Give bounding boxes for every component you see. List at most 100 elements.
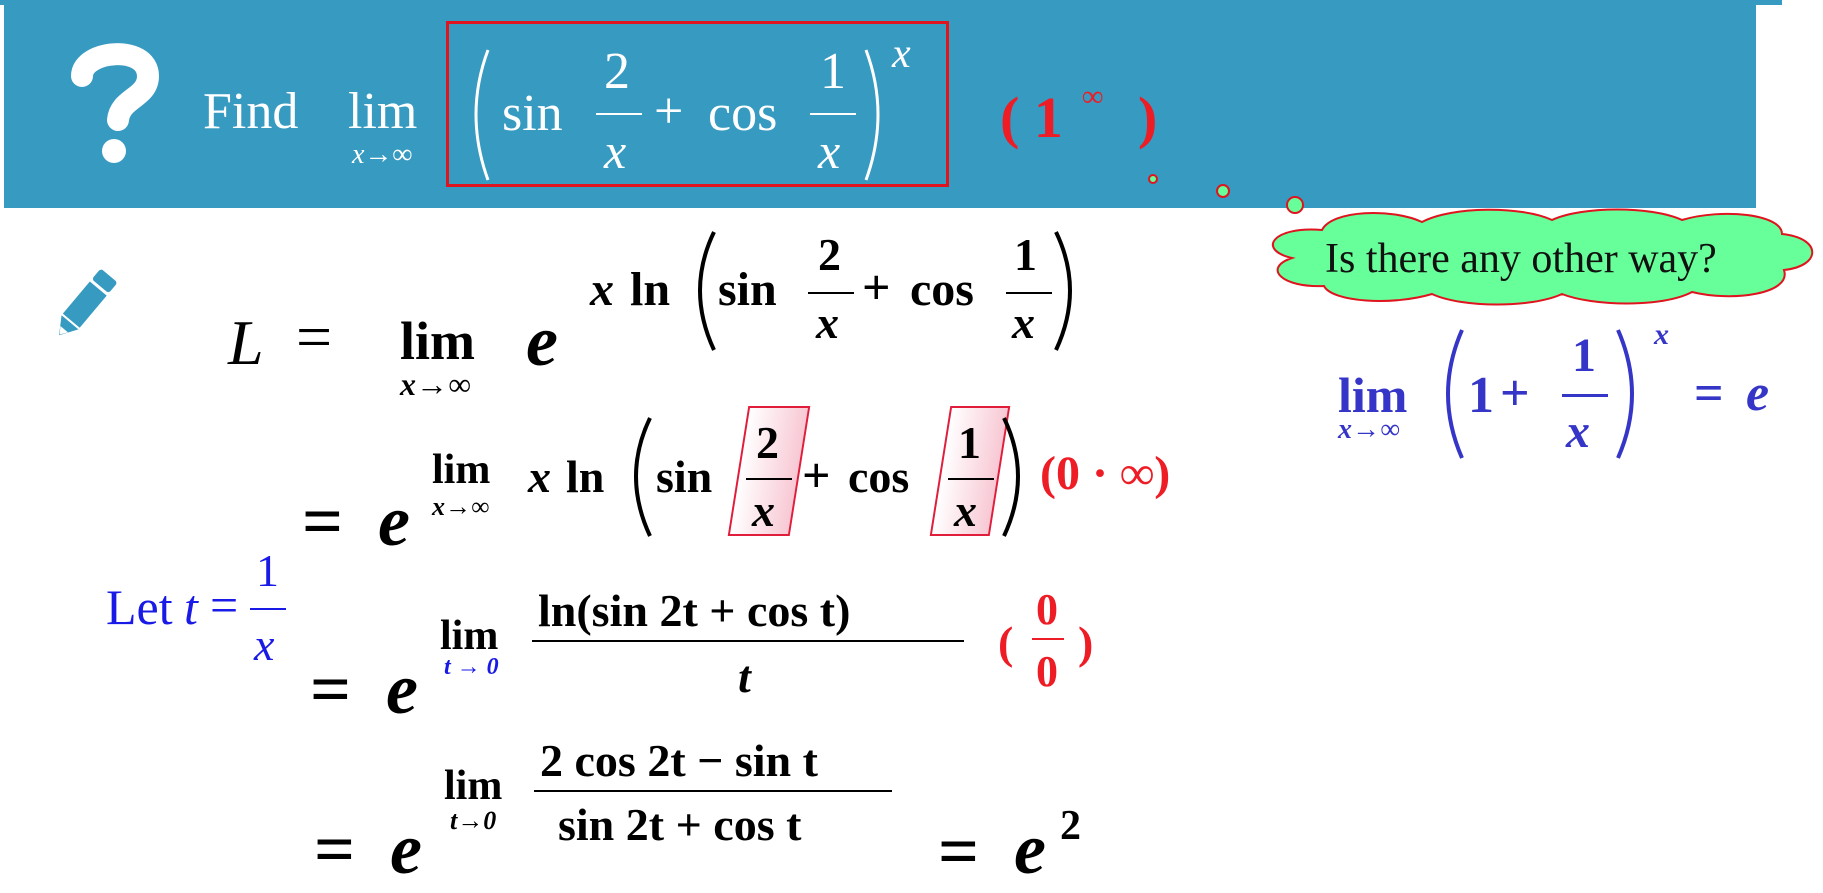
step2-sin: sin	[656, 451, 713, 502]
step1-frac1-line	[808, 292, 854, 294]
known-limit-frac-num: 1	[1572, 329, 1596, 382]
thought-cloud	[1271, 208, 1814, 306]
step2-cos: cos	[848, 451, 910, 502]
step1-lim: lim	[400, 311, 475, 371]
step3-denominator: t	[738, 651, 751, 702]
sub-let: Let	[106, 579, 173, 635]
step4-numerator: 2 cos 2t − sin t	[540, 735, 818, 786]
step1-frac1-den: x	[816, 297, 839, 348]
step3-indeterminate-open: (	[998, 617, 1014, 668]
header-indeterminate-close: )	[1138, 85, 1158, 150]
step3-lim: lim	[440, 613, 499, 659]
step2-left-paren	[634, 417, 652, 537]
header-frac1-line	[596, 113, 642, 115]
step3-equals: =	[310, 649, 352, 729]
thought-bubble-small	[1148, 174, 1158, 184]
known-limit-equals: =	[1694, 365, 1724, 422]
step2-frac2-den: x	[954, 485, 977, 536]
header-cos: cos	[708, 85, 778, 142]
header-frac1-den: x	[604, 123, 627, 179]
pencil-icon	[59, 269, 117, 336]
known-limit-one: 1	[1468, 367, 1494, 424]
header-lim-subscript: x→∞	[352, 139, 413, 170]
step4-lim: lim	[444, 763, 503, 809]
step2-equals: =	[302, 481, 344, 561]
header-indeterminate-sup: ∞	[1082, 80, 1104, 113]
thought-bubble-large	[1286, 196, 1304, 214]
step2-indeterminate: (0 · ∞)	[1040, 447, 1171, 500]
known-limit-exponent: x	[1654, 318, 1669, 351]
step1-frac2-den: x	[1012, 297, 1035, 348]
step2-ln: ln	[566, 451, 605, 502]
step4-equals: =	[314, 809, 356, 889]
known-limit-lim-subscript: x→∞	[1338, 414, 1400, 445]
step2-frac2-line	[948, 478, 994, 480]
step2-lim: lim	[432, 447, 491, 493]
header-frac2-line	[810, 113, 856, 115]
cloud-text: Is there any other way?	[1325, 236, 1717, 282]
step3-indeterminate-num: 0	[1036, 585, 1058, 634]
step2-frac1-num: 2	[756, 417, 779, 468]
step1-e: e	[526, 301, 558, 381]
known-limit-left-paren	[1446, 329, 1464, 459]
step4-frac-line	[534, 790, 892, 792]
step1-exp-x: x	[590, 263, 614, 316]
header-indeterminate: ( 1	[1000, 85, 1063, 150]
step1-left-paren	[698, 231, 716, 351]
header-frac2-num: 1	[820, 43, 846, 100]
step4-lim-subscript: t→0	[450, 806, 497, 835]
step1-frac1-num: 2	[818, 229, 841, 280]
step1-L: L	[228, 307, 264, 378]
step2-frac2-num: 1	[958, 417, 981, 468]
step1-ln: ln	[630, 263, 671, 316]
header-frac1-num: 2	[604, 43, 630, 100]
step1-right-paren	[1054, 231, 1072, 351]
header-plus: +	[654, 83, 684, 140]
sub-equals: =	[210, 577, 239, 633]
known-limit-lim: lim	[1338, 367, 1408, 423]
header-right-paren	[864, 49, 880, 181]
step2-x: x	[528, 451, 551, 502]
known-limit-frac-line	[1562, 394, 1608, 397]
header-sin: sin	[502, 85, 563, 142]
step2-frac1-den: x	[752, 485, 775, 536]
step1-frac2-num: 1	[1014, 229, 1037, 280]
header-left-paren	[474, 49, 490, 181]
known-limit-e: e	[1746, 365, 1770, 422]
banner-top-line	[0, 0, 1782, 5]
step3-lim-subscript: t → 0	[444, 654, 499, 680]
step3-indeterminate-close: )	[1078, 617, 1094, 668]
known-limit-plus: +	[1500, 365, 1530, 422]
question-mark-icon	[71, 43, 160, 163]
step1-frac2-line	[1006, 292, 1052, 294]
sub-frac-num: 1	[256, 545, 279, 596]
step1-lim-subscript: x→∞	[400, 366, 471, 402]
step2-plus: +	[802, 447, 831, 503]
step4-equals-result: =	[938, 811, 980, 891]
sub-t: t	[184, 579, 198, 635]
known-limit-frac-den: x	[1566, 405, 1590, 458]
header-frac2-den: x	[818, 123, 841, 179]
step1-cos: cos	[910, 263, 974, 316]
step3-indeterminate-den: 0	[1036, 647, 1058, 696]
known-limit-right-paren	[1616, 329, 1634, 459]
title-banner	[4, 3, 1756, 208]
step4-e: e	[390, 809, 422, 889]
step4-result-exponent: 2	[1060, 803, 1081, 849]
step3-indeterminate-line	[1032, 638, 1064, 640]
step3-e: e	[386, 649, 418, 729]
expression-highlight-box	[446, 21, 949, 187]
step2-lim-subscript: x→∞	[432, 492, 490, 521]
step2-frac1-line	[746, 478, 792, 480]
step3-frac-line	[532, 640, 964, 642]
step4-denominator: sin 2t + cos t	[558, 799, 802, 850]
thought-bubble-medium	[1216, 184, 1230, 198]
step1-equals: =	[296, 301, 333, 372]
step4-result-e: e	[1014, 809, 1046, 889]
step2-e: e	[378, 481, 410, 561]
sub-frac-line	[250, 608, 286, 610]
step3-numerator: ln(sin 2t + cos t)	[538, 585, 851, 636]
step2-right-paren	[1002, 417, 1020, 537]
header-lim: lim	[348, 83, 418, 140]
step1-plus: +	[862, 259, 891, 315]
